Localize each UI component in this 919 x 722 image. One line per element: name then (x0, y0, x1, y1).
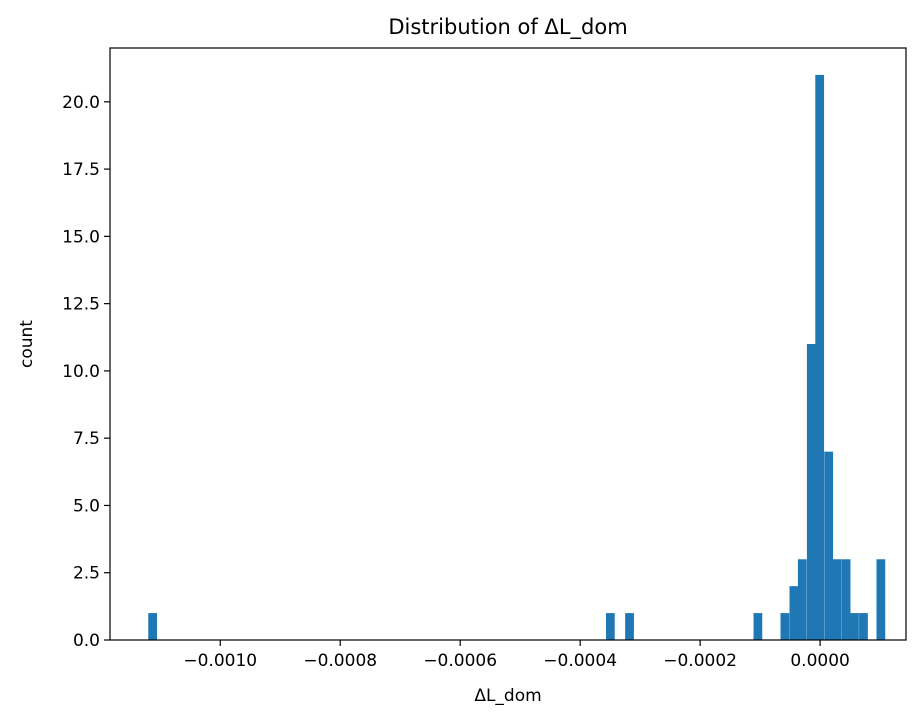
histogram-bar (780, 613, 790, 640)
x-tick-label: −0.0008 (303, 651, 377, 671)
x-tick-label: −0.0010 (183, 651, 257, 671)
histogram-bar (797, 559, 807, 640)
histogram-bar (815, 74, 825, 640)
y-tick-label: 0.0 (73, 631, 100, 651)
histogram-bar (850, 613, 859, 640)
bars-group (148, 74, 886, 640)
x-tick-label: −0.0002 (663, 651, 737, 671)
y-tick-label: 5.0 (73, 496, 100, 516)
histogram-bar (876, 559, 886, 640)
y-tick-label: 2.5 (73, 564, 100, 584)
histogram-bar (859, 613, 868, 640)
y-tick-label: 7.5 (73, 429, 100, 449)
histogram-bar (832, 559, 842, 640)
y-axis-ticks: 0.0 2.5 5.0 7.5 10.0 12.5 15.0 17.5 20.0 (62, 93, 110, 651)
y-axis-title: count (17, 320, 37, 368)
plot-frame (109, 47, 907, 641)
histogram-bar (625, 613, 634, 640)
y-tick-label: 20.0 (62, 93, 100, 113)
histogram-bar (806, 344, 816, 640)
histogram-bar (824, 451, 834, 640)
x-tick-label: 0.0000 (790, 651, 849, 671)
y-tick-label: 17.5 (62, 160, 100, 180)
histogram-bar (841, 559, 851, 640)
x-axis-ticks: −0.0010 −0.0008 −0.0006 −0.0004 −0.0002 0.000… (183, 640, 850, 671)
x-tick-label: −0.0006 (423, 651, 497, 671)
histogram-bar (789, 586, 799, 640)
histogram-bar (605, 613, 615, 640)
x-tick-label: −0.0004 (543, 651, 617, 671)
y-tick-label: 12.5 (62, 295, 100, 315)
histogram-bar (148, 613, 158, 640)
chart-title: Distribution of ΔL_dom (388, 15, 627, 40)
y-tick-label: 10.0 (62, 362, 100, 382)
x-axis-title: ΔL_dom (474, 686, 541, 706)
y-tick-label: 15.0 (62, 227, 100, 247)
histogram-bar (753, 613, 763, 640)
